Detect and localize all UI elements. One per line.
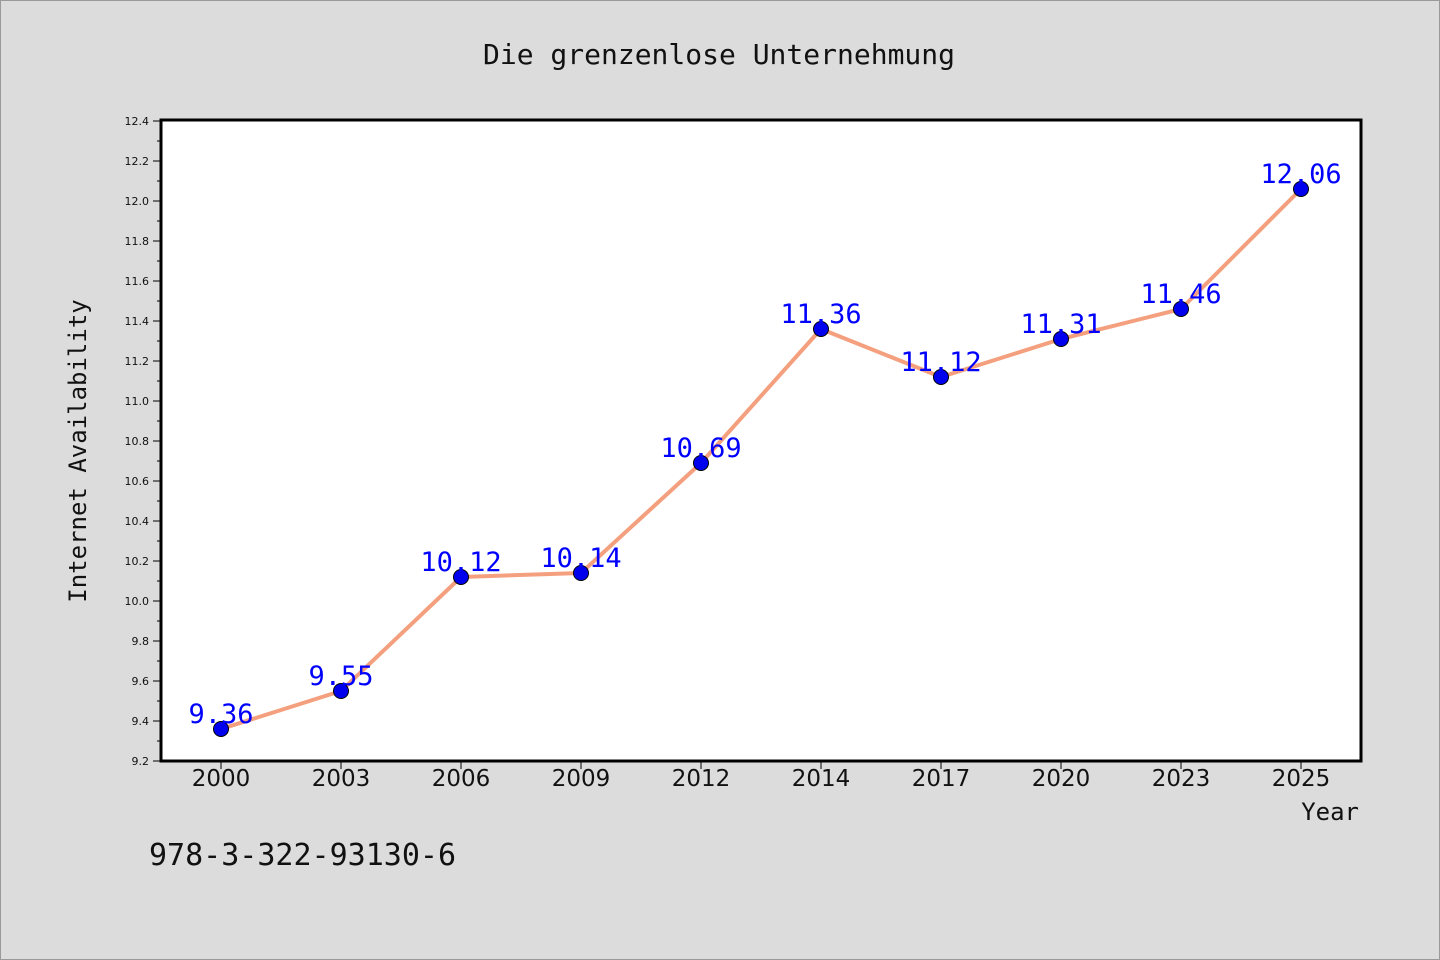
y-tick-label: 12.0 — [125, 195, 150, 208]
series-layer: 9.36 9.55 10.12 10.14 10.69 11.36 11.12 11.31 11… — [188, 159, 1342, 737]
data-label: 10.12 — [420, 547, 501, 578]
x-tick-label: 2023 — [1152, 766, 1211, 792]
data-label: 12.06 — [1260, 159, 1341, 190]
y-tick-label: 10.2 — [125, 555, 150, 568]
data-point — [1173, 301, 1189, 317]
plot-area — [159, 118, 1363, 763]
x-tick-label: 2014 — [792, 766, 851, 792]
y-tick-label: 11.2 — [125, 355, 150, 368]
y-tick-label: 10.4 — [125, 515, 150, 528]
data-label: 11.36 — [780, 299, 861, 330]
y-tick-label: 12.2 — [125, 155, 150, 168]
data-label: 10.69 — [660, 433, 741, 464]
x-tick-label: 2025 — [1272, 766, 1331, 792]
data-point — [453, 569, 469, 585]
y-tick-label: 9.2 — [132, 755, 150, 768]
y-tick-label: 11.4 — [125, 315, 150, 328]
y-tick-label: 9.8 — [132, 635, 150, 648]
x-tick-label: 2000 — [192, 766, 251, 792]
x-tick-label: 2012 — [672, 766, 731, 792]
chart-title: Die grenzenlose Unternehmung — [483, 38, 955, 71]
data-label: 11.31 — [1020, 309, 1101, 340]
y-tick-label: 10.8 — [125, 435, 150, 448]
data-label: 9.55 — [308, 661, 373, 692]
x-axis-label: Year — [1301, 798, 1359, 826]
data-point — [213, 721, 229, 737]
x-tick-label: 2006 — [432, 766, 491, 792]
data-label: 9.36 — [188, 699, 253, 730]
y-tick-label: 9.4 — [132, 715, 150, 728]
x-tick-label: 2020 — [1032, 766, 1091, 792]
data-label: 11.12 — [900, 347, 981, 378]
x-tick-label: 2009 — [552, 766, 611, 792]
y-tick-label: 12.4 — [125, 115, 150, 128]
y-axis-label: Internet Availability — [64, 299, 92, 602]
y-tick-label: 10.6 — [125, 475, 150, 488]
data-point — [693, 455, 709, 471]
footer-isbn: 978-3-322-93130-6 — [149, 838, 456, 873]
x-axis: 2000 2003 2006 2009 2012 2014 2017 2020 2023 2025 — [192, 761, 1331, 792]
data-point — [933, 369, 949, 385]
x-tick-label: 2003 — [312, 766, 371, 792]
y-tick-label: 11.0 — [125, 395, 150, 408]
y-tick-label: 10.0 — [125, 595, 150, 608]
data-point — [1293, 181, 1309, 197]
y-axis: 9.2 9.4 9.6 9.8 10.0 10.2 10.4 10.6 10.8 11.0 11.2… — [125, 115, 161, 768]
y-tick-label: 11.8 — [125, 235, 150, 248]
data-point — [1053, 331, 1069, 347]
data-label: 10.14 — [540, 543, 621, 574]
series-line — [220, 187, 1303, 731]
y-tick-label: 9.6 — [132, 675, 150, 688]
data-point — [813, 321, 829, 337]
data-label: 11.46 — [1140, 279, 1221, 310]
data-point — [333, 683, 349, 699]
data-point — [573, 565, 589, 581]
y-tick-label: 11.6 — [125, 275, 150, 288]
x-tick-label: 2017 — [912, 766, 971, 792]
